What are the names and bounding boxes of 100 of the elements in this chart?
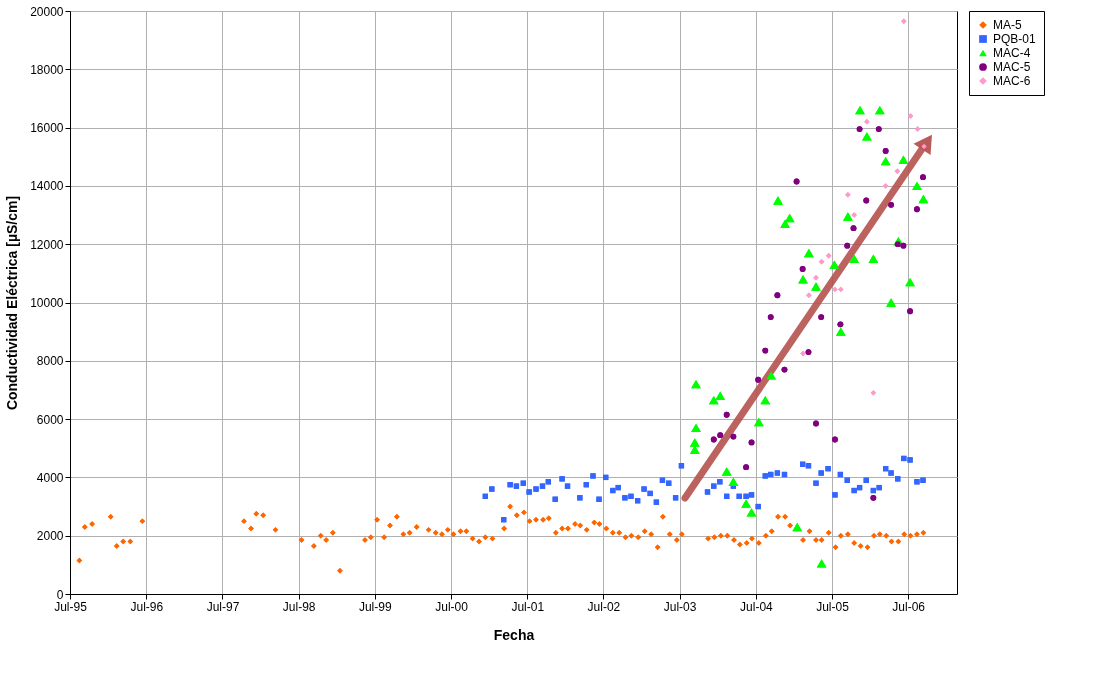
y-tick-label: 6000 [36,412,64,427]
point [743,464,750,471]
point [907,113,914,119]
point [798,274,808,284]
point [753,417,764,427]
point [774,292,781,299]
point [864,119,870,125]
point [882,183,889,189]
point [855,105,865,115]
x-axis-title: Fecha [493,626,535,643]
point [843,212,853,221]
legend-label: MAC-5 [993,60,1031,74]
point [805,349,812,355]
point [708,395,719,405]
point [905,277,915,287]
x-tick-label: Jul-00 [435,599,469,614]
x-tick-label: Jul-97 [206,599,240,614]
point [691,379,701,389]
x-tick-label: Jul-95 [54,599,88,614]
point [746,508,757,517]
y-tick-label: 20000 [30,4,64,19]
point [691,423,701,433]
y-tick-label: 2000 [36,529,64,544]
point [730,433,737,440]
point [875,126,882,132]
point [918,194,929,204]
point [886,298,896,307]
point [832,436,838,443]
point [804,248,814,258]
point [837,321,844,328]
point [838,286,844,293]
point [912,181,922,191]
x-tick-label: Jul-96 [130,599,164,614]
x-tick-label: Jul-02 [587,599,621,614]
point [900,242,907,249]
point [741,499,751,508]
point [898,155,909,164]
point [845,191,851,198]
point [755,376,762,383]
point [780,219,790,229]
point [806,292,812,298]
point [870,494,877,501]
x-tick-label: Jul-04 [740,599,774,614]
y-tick-label: 4000 [36,470,64,485]
y-axis-title: Conductividad Eléctrica [µS/cm] [4,195,21,411]
point [781,366,788,373]
point [850,225,857,232]
y-tick-label: 18000 [30,62,64,77]
y-tick-label: 14000 [30,179,64,194]
point [689,438,700,447]
point [773,196,783,205]
legend-label: MA-5 [993,18,1022,32]
point [862,132,872,141]
point [792,522,803,532]
y-tick-label: 16000 [30,121,64,136]
point [723,411,730,418]
y-tick-label: 8000 [36,354,64,369]
point [863,197,870,204]
point [894,168,901,175]
point [813,274,819,281]
point [710,436,717,443]
point [888,201,894,208]
point [870,390,877,396]
point [799,266,806,272]
x-tick-label: Jul-01 [511,599,545,614]
point [818,314,825,320]
point [882,148,889,154]
legend-label: MAC-6 [993,74,1031,88]
point [800,350,806,357]
x-tick-label: Jul-06 [892,599,926,614]
point [829,260,840,269]
point [914,206,920,213]
point [825,253,832,259]
point [894,241,901,248]
point [835,327,846,336]
point [811,282,821,291]
legend-label: PQB-01 [993,32,1037,46]
point [880,156,891,166]
point [816,559,827,568]
point [766,371,776,380]
point [748,439,755,446]
point [844,242,851,249]
point [920,174,926,181]
point [717,432,724,439]
point [874,105,885,115]
point [849,254,860,263]
point [832,286,838,293]
point [767,314,774,320]
legend-label: MAC-4 [993,46,1031,60]
point [762,347,769,354]
point [901,18,907,24]
y-tick-label: 0 [56,587,64,602]
point [914,126,921,132]
x-tick-label: Jul-99 [358,599,392,614]
point [721,467,732,476]
x-tick-label: Jul-03 [663,599,697,614]
point [856,126,863,132]
point [715,391,726,400]
y-tick-label: 12000 [30,237,64,252]
point [793,178,800,185]
